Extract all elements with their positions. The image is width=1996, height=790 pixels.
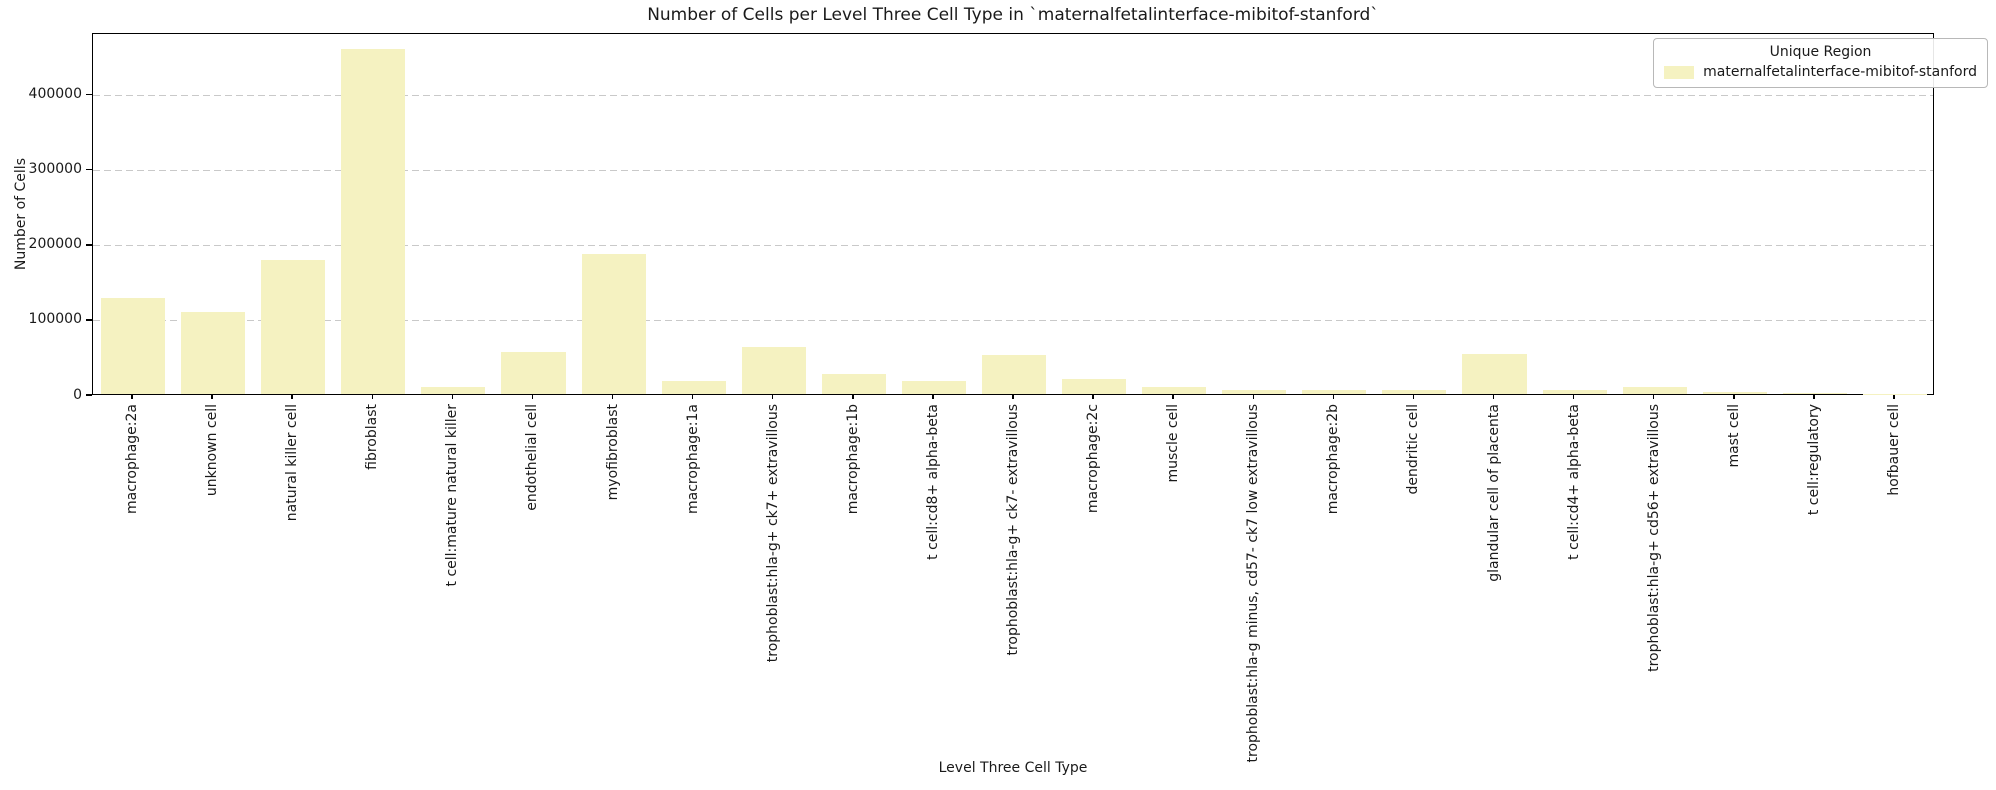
x-tick-label: t cell:cd4+ alpha-beta bbox=[1565, 404, 1582, 560]
y-tick-mark bbox=[86, 394, 92, 396]
x-tick-mark bbox=[371, 394, 374, 399]
x-tick-label: trophoblast:hla-g+ cd56+ extravillous bbox=[1645, 404, 1662, 672]
gridline bbox=[93, 245, 1933, 247]
bar bbox=[1382, 390, 1447, 394]
x-tick-label: macrophage:2b bbox=[1325, 404, 1342, 515]
x-tick-mark bbox=[1012, 394, 1014, 399]
bar bbox=[981, 354, 1047, 394]
x-tick-label: trophoblast:hla-g minus, cd57- ck7 low e… bbox=[1245, 404, 1262, 763]
bar bbox=[1462, 354, 1527, 394]
legend-swatch bbox=[1664, 65, 1695, 79]
x-axis-label: Level Three Cell Type bbox=[938, 760, 1088, 776]
gridline bbox=[93, 320, 1933, 322]
x-tick-label: t cell:cd8+ alpha-beta bbox=[924, 404, 941, 560]
y-tick-label: 0 bbox=[73, 386, 82, 403]
bar bbox=[1782, 393, 1847, 394]
bar bbox=[901, 381, 966, 394]
x-tick-mark bbox=[451, 394, 454, 399]
bar bbox=[1702, 391, 1767, 394]
y-tick-label: 200000 bbox=[28, 236, 82, 253]
x-tick-mark bbox=[1572, 394, 1575, 399]
x-tick-label: myofibroblast bbox=[604, 404, 621, 501]
x-tick-label: mast cell bbox=[1725, 404, 1742, 468]
x-tick-label: macrophage:2c bbox=[1085, 404, 1102, 514]
x-tick-label: hofbauer cell bbox=[1885, 404, 1902, 496]
x-tick-mark bbox=[852, 394, 854, 399]
x-tick-label: endothelial cell bbox=[524, 404, 541, 511]
bar bbox=[421, 386, 486, 394]
bar bbox=[741, 346, 806, 394]
x-tick-mark bbox=[1652, 394, 1655, 399]
x-tick-mark bbox=[131, 394, 133, 399]
x-tick-mark bbox=[611, 394, 614, 399]
bar bbox=[581, 254, 646, 394]
bar bbox=[181, 312, 246, 394]
x-tick-mark bbox=[211, 394, 213, 399]
x-tick-label: macrophage:1a bbox=[684, 404, 701, 514]
x-tick-mark bbox=[1893, 394, 1895, 399]
y-tick-label: 400000 bbox=[28, 86, 82, 103]
x-tick-mark bbox=[291, 394, 293, 399]
bar bbox=[1542, 389, 1607, 394]
x-tick-mark bbox=[932, 394, 934, 399]
x-tick-mark bbox=[1412, 394, 1415, 399]
x-tick-label: macrophage:1b bbox=[844, 404, 861, 515]
y-tick-mark bbox=[86, 319, 92, 321]
bar bbox=[101, 297, 166, 394]
bar bbox=[341, 48, 406, 394]
legend-title: Unique Region bbox=[1769, 44, 1872, 60]
x-tick-mark bbox=[531, 394, 534, 399]
x-tick-mark bbox=[1092, 394, 1094, 399]
y-tick-label: 300000 bbox=[28, 161, 82, 178]
x-tick-mark bbox=[1492, 394, 1495, 399]
legend-entry-label: maternalfetalinterface-mibitof-stanford bbox=[1703, 64, 1977, 80]
x-tick-label: t cell:mature natural killer bbox=[444, 404, 461, 587]
x-tick-label: unknown cell bbox=[204, 404, 221, 497]
x-tick-label: dendritic cell bbox=[1405, 404, 1422, 495]
x-tick-mark bbox=[1332, 394, 1335, 399]
x-tick-label: trophoblast:hla-g+ ck7+ extravillous bbox=[764, 404, 781, 663]
bar bbox=[1222, 389, 1287, 394]
x-tick-label: fibroblast bbox=[364, 404, 381, 470]
plot-area bbox=[92, 33, 1934, 395]
x-tick-label: trophoblast:hla-g+ ck7- extravillous bbox=[1005, 404, 1021, 656]
bar bbox=[261, 260, 326, 394]
legend: Unique Region maternalfetalinterface-mib… bbox=[1653, 38, 1988, 88]
y-tick-label: 100000 bbox=[28, 311, 82, 328]
y-tick-mark bbox=[86, 168, 92, 171]
gridline bbox=[93, 95, 1933, 97]
x-tick-mark bbox=[1252, 394, 1254, 399]
x-tick-mark bbox=[1172, 394, 1174, 399]
chart-title: Number of Cells per Level Three Cell Typ… bbox=[647, 5, 1379, 25]
x-tick-label: macrophage:2a bbox=[124, 404, 141, 514]
bar bbox=[1622, 386, 1687, 394]
gridline bbox=[93, 170, 1933, 172]
x-tick-label: natural killer cell bbox=[284, 404, 301, 522]
x-tick-mark bbox=[1813, 394, 1815, 399]
bar bbox=[821, 373, 886, 394]
y-tick-mark bbox=[86, 93, 92, 96]
x-tick-mark bbox=[1733, 394, 1735, 399]
bar bbox=[1062, 378, 1127, 394]
bar bbox=[501, 351, 566, 394]
bar bbox=[1302, 390, 1367, 394]
legend-entry: maternalfetalinterface-mibitof-stanford bbox=[1664, 64, 1977, 80]
x-tick-mark bbox=[691, 394, 694, 399]
x-tick-mark bbox=[771, 394, 774, 399]
bar bbox=[1142, 387, 1207, 394]
x-tick-label: muscle cell bbox=[1165, 404, 1182, 483]
bar bbox=[661, 381, 726, 394]
y-tick-mark bbox=[86, 244, 92, 246]
x-tick-label: glandular cell of placenta bbox=[1485, 404, 1502, 582]
x-tick-label: t cell:regulatory bbox=[1805, 404, 1822, 516]
